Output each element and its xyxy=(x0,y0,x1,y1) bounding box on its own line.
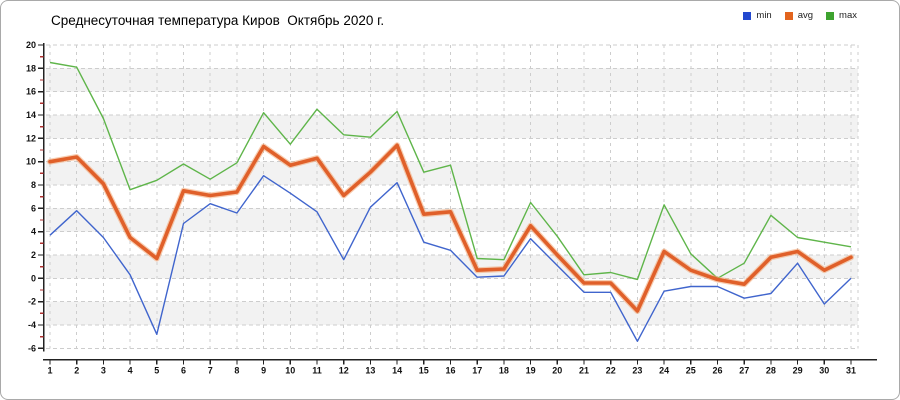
series-line-min xyxy=(49,174,852,342)
x-tick-label: 26 xyxy=(712,366,722,376)
chart-title: Среднесуточная температура Киров Октябрь… xyxy=(51,13,385,28)
x-tick-label: 9 xyxy=(261,366,266,376)
x-tick-label: 17 xyxy=(472,366,482,376)
x-tick-label: 28 xyxy=(766,366,776,376)
x-tick-label: 4 xyxy=(128,366,133,376)
x-tick-label: 27 xyxy=(739,366,749,376)
x-tick-label: 20 xyxy=(552,366,562,376)
y-tick-label: 6 xyxy=(31,203,36,213)
x-tick-label: 2 xyxy=(74,366,79,376)
y-tick-label: -4 xyxy=(28,320,36,330)
y-axis: -6 -4 -2 0 2 4 6 8 10 12 14 16 18 20 xyxy=(26,40,45,353)
legend-label-max: max xyxy=(839,10,857,21)
avg-series-swatch xyxy=(784,11,793,20)
y-tick-label: 4 xyxy=(31,227,36,237)
max-series-swatch xyxy=(826,11,835,20)
x-tick-label: 7 xyxy=(208,366,213,376)
chart-legend: min avg max xyxy=(743,10,857,21)
y-tick-label: -6 xyxy=(28,343,36,353)
x-tick-label: 13 xyxy=(365,366,375,376)
y-tick-label: 18 xyxy=(26,63,36,73)
vertical-gridlines xyxy=(49,45,859,349)
x-tick-label: 22 xyxy=(606,366,616,376)
x-tick-label: 21 xyxy=(579,366,589,376)
y-tick-label: 16 xyxy=(26,87,36,97)
legend-label-avg: avg xyxy=(797,10,814,21)
x-tick-label: 19 xyxy=(526,366,536,376)
x-tick-label: 16 xyxy=(445,366,455,376)
y-tick-label: -2 xyxy=(28,297,36,307)
x-tick-label: 30 xyxy=(819,366,829,376)
y-tick-label: 8 xyxy=(31,180,36,190)
y-tick-label: 20 xyxy=(26,40,36,50)
x-tick-label: 25 xyxy=(686,366,696,376)
legend-item-min: min xyxy=(743,10,772,21)
x-tick-label: 29 xyxy=(793,366,803,376)
x-tick-label: 24 xyxy=(659,366,669,376)
x-tick-label: 8 xyxy=(234,366,239,376)
x-axis: 1 2 3 4 5 6 7 8 9 10 11 12 13 14 15 16 17 18 19 20 21 22 23 24 2… xyxy=(43,358,877,376)
series-line-avg xyxy=(48,143,853,313)
x-tick-label: 3 xyxy=(101,366,106,376)
x-tick-label: 11 xyxy=(312,366,322,376)
x-tick-label: 18 xyxy=(499,366,509,376)
x-tick-label: 10 xyxy=(285,366,295,376)
x-tick-label: 6 xyxy=(181,366,186,376)
x-tick-label: 14 xyxy=(392,366,402,376)
y-tick-label: 14 xyxy=(26,110,36,120)
y-tick-label: 0 xyxy=(31,273,36,283)
y-tick-label: 2 xyxy=(31,250,36,260)
x-tick-label: 23 xyxy=(632,366,642,376)
x-tick-label: 12 xyxy=(339,366,349,376)
y-tick-label: 12 xyxy=(26,133,36,143)
legend-item-avg: avg xyxy=(784,10,814,21)
min-series-swatch xyxy=(743,11,752,20)
x-tick-label: 15 xyxy=(419,366,429,376)
y-tick-label: 10 xyxy=(26,157,36,167)
x-tick-label: 5 xyxy=(154,366,159,376)
x-tick-label: 31 xyxy=(846,366,856,376)
legend-label-min: min xyxy=(756,10,772,21)
x-tick-label: 1 xyxy=(47,366,52,376)
legend-item-max: max xyxy=(826,10,857,21)
